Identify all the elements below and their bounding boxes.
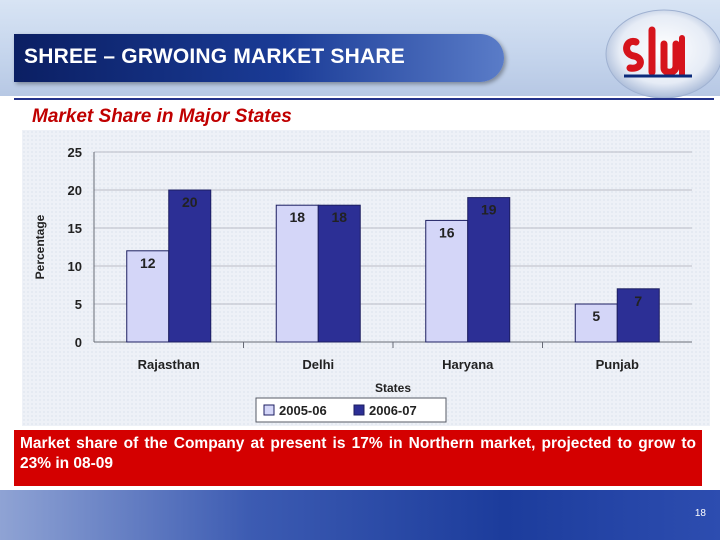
bar-2006-07-Haryana xyxy=(467,197,511,343)
y-tick-label: 15 xyxy=(68,221,82,236)
x-tick-label: Punjab xyxy=(596,357,639,372)
y-axis-title: Percentage xyxy=(33,214,47,279)
shree-logo-icon xyxy=(596,8,720,100)
bar-value-label: 7 xyxy=(634,293,642,309)
callout-box: Market share of the Company at present i… xyxy=(14,430,702,486)
y-tick-label: 5 xyxy=(75,297,82,312)
bar-2006-07-Rajasthan xyxy=(168,189,212,343)
bar-value-label: 16 xyxy=(439,224,455,240)
title-underline xyxy=(14,98,714,100)
slide-header: SHREE – GRWOING MARKET SHARE xyxy=(0,0,720,99)
x-tick-label: Rajasthan xyxy=(138,357,200,372)
legend-box xyxy=(255,397,447,423)
bar-value-label: 18 xyxy=(331,209,347,225)
bar-value-label: 5 xyxy=(592,308,600,324)
legend-label: 2006-07 xyxy=(369,403,417,418)
bar-2006-07-Punjab xyxy=(616,288,660,343)
bar-value-label: 19 xyxy=(481,202,497,218)
title-bar: SHREE – GRWOING MARKET SHARE xyxy=(14,34,504,82)
y-tick-label: 25 xyxy=(68,145,82,160)
legend-label: 2005-06 xyxy=(279,403,327,418)
y-tick-label: 10 xyxy=(68,259,82,274)
y-tick-label: 0 xyxy=(75,335,82,350)
x-axis-title: States xyxy=(375,381,411,395)
page-number: 18 xyxy=(694,508,706,519)
bar-2006-07-Delhi xyxy=(317,204,361,343)
x-tick-label: Delhi xyxy=(302,357,334,372)
bar-value-label: 18 xyxy=(289,209,305,225)
x-tick-label: Haryana xyxy=(442,357,494,372)
legend-swatch xyxy=(263,404,275,416)
legend-swatch xyxy=(353,404,365,416)
y-tick-label: 20 xyxy=(68,183,82,198)
bar-value-label: 20 xyxy=(182,194,198,210)
market-share-bar-chart: 0 5 10 15 20 25 12 20 Rajasthan 18 18 Delhi 16 19 Hary… xyxy=(33,145,692,423)
slide-footer xyxy=(0,490,720,540)
slide-subtitle: Market Share in Major States xyxy=(32,106,292,127)
bar-2005-06-Punjab xyxy=(574,303,618,343)
bar-2005-06-Delhi xyxy=(275,204,319,343)
bar-2005-06-Haryana xyxy=(425,219,469,343)
slide-title: SHREE – GRWOING MARKET SHARE xyxy=(24,45,405,68)
bar-value-label: 12 xyxy=(140,255,156,271)
